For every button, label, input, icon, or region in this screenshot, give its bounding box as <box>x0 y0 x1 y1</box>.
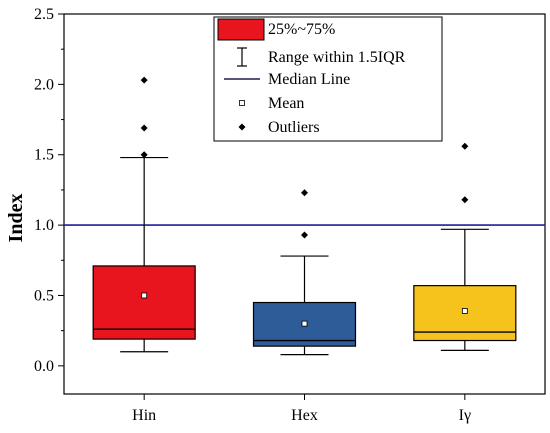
outlier-point <box>301 189 308 197</box>
legend-swatch-outlier <box>238 123 246 131</box>
legend-entry-label: Outliers <box>268 119 320 136</box>
mean-marker <box>301 320 308 327</box>
legend-swatch-mean <box>239 100 245 106</box>
x-tick-label: Hex <box>291 407 318 424</box>
box-iqr <box>92 265 196 340</box>
legend-entry-label: Mean <box>268 95 304 112</box>
y-tick-label: 2.5 <box>34 6 54 23</box>
x-tick-label: Iγ <box>459 407 471 424</box>
y-tick-label: 0.5 <box>34 287 54 304</box>
mean-marker <box>461 308 468 314</box>
legend-entry-label: Range within 1.5IQR <box>268 49 406 66</box>
y-tick-label: 1.5 <box>34 147 54 164</box>
mean-marker <box>141 292 148 299</box>
outlier-point <box>461 196 469 204</box>
y-axis-label: Index <box>5 194 27 243</box>
y-tick-label: 0.0 <box>34 358 54 375</box>
legend-entry-label: Median Line <box>268 71 350 88</box>
x-tick-label: Hin <box>132 407 156 424</box>
outlier-point <box>140 151 148 159</box>
legend-swatch-box <box>217 18 265 41</box>
y-tick-label: 1.0 <box>34 217 54 234</box>
y-tick-label: 2.0 <box>34 76 54 93</box>
legend-entry-label: 25%~75% <box>268 21 335 38</box>
outlier-point <box>140 76 148 84</box>
outlier-point <box>461 142 469 150</box>
outlier-point <box>140 124 148 132</box>
outlier-point <box>301 231 308 239</box>
